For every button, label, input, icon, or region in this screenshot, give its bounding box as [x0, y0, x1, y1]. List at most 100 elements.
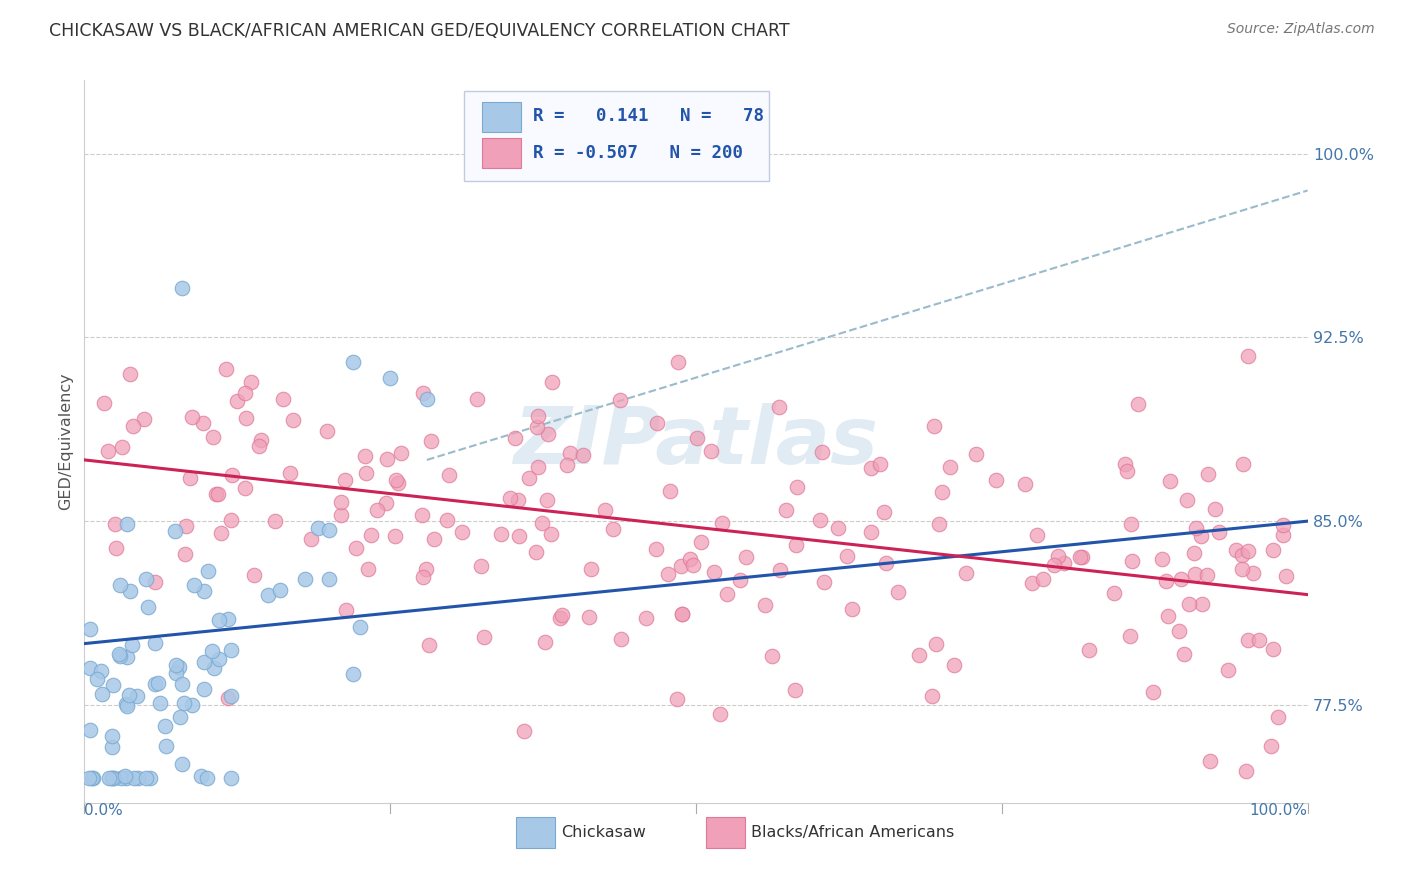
Point: [172, 281, 194, 295]
Point: [1142, 685, 1164, 699]
Point: [636, 611, 658, 625]
Point: [335, 603, 357, 617]
Point: [149, 696, 172, 710]
Point: [225, 393, 247, 408]
Point: [768, 400, 790, 414]
Point: [101, 678, 124, 692]
FancyBboxPatch shape: [706, 817, 745, 847]
Point: [193, 655, 215, 669]
Point: [127, 689, 149, 703]
Point: [690, 535, 713, 549]
Point: [551, 607, 574, 622]
Point: [531, 516, 554, 530]
Point: [716, 586, 738, 600]
Point: [193, 682, 215, 697]
Point: [250, 433, 273, 447]
Text: 0.0%: 0.0%: [84, 803, 124, 818]
Point: [860, 525, 883, 540]
Point: [219, 771, 242, 785]
Point: [353, 449, 375, 463]
Point: [101, 739, 124, 754]
Point: [412, 570, 434, 584]
Point: [1261, 542, 1284, 557]
Point: [318, 523, 340, 537]
Point: [578, 610, 600, 624]
Point: [387, 476, 409, 491]
Point: [908, 648, 931, 662]
Point: [703, 565, 725, 579]
Point: [204, 486, 226, 500]
Point: [139, 772, 162, 786]
Point: [97, 772, 120, 786]
Point: [1185, 521, 1208, 535]
Point: [316, 425, 339, 439]
Point: [167, 659, 190, 673]
Point: [110, 772, 132, 786]
Point: [609, 393, 631, 408]
Point: [841, 602, 863, 616]
Point: [709, 706, 731, 721]
Point: [247, 439, 270, 453]
Point: [318, 572, 340, 586]
FancyBboxPatch shape: [482, 102, 522, 132]
Point: [711, 516, 734, 530]
Point: [671, 559, 693, 574]
Point: [93, 396, 115, 410]
Point: [330, 508, 353, 522]
Point: [560, 446, 582, 460]
Point: [197, 564, 219, 578]
Point: [278, 466, 301, 480]
Point: [115, 697, 138, 711]
Point: [1237, 349, 1260, 363]
Point: [1247, 632, 1270, 647]
Point: [214, 362, 236, 376]
Point: [602, 522, 624, 536]
Point: [517, 471, 540, 485]
Text: Blacks/African Americans: Blacks/African Americans: [751, 825, 955, 840]
Point: [571, 448, 593, 462]
Point: [942, 658, 965, 673]
Point: [754, 599, 776, 613]
Point: [508, 492, 530, 507]
Point: [769, 563, 792, 577]
Point: [380, 370, 402, 384]
Point: [1116, 464, 1139, 478]
Point: [136, 599, 159, 614]
Point: [811, 445, 834, 459]
Point: [875, 556, 897, 570]
Point: [165, 666, 187, 681]
Point: [148, 676, 170, 690]
Point: [1102, 586, 1125, 600]
Point: [540, 527, 562, 541]
Point: [422, 532, 444, 546]
Point: [526, 420, 548, 434]
Point: [1071, 550, 1094, 565]
Point: [671, 607, 693, 621]
Point: [384, 529, 406, 543]
Point: [103, 772, 125, 786]
Point: [122, 772, 145, 786]
Point: [209, 526, 232, 541]
Point: [193, 584, 215, 599]
Point: [1216, 663, 1239, 677]
Point: [294, 573, 316, 587]
Point: [219, 643, 242, 657]
Point: [581, 562, 603, 576]
Text: R =   0.141   N =   78: R = 0.141 N = 78: [533, 107, 765, 125]
Text: R = -0.507   N = 200: R = -0.507 N = 200: [533, 145, 744, 162]
Point: [221, 467, 243, 482]
Point: [437, 467, 460, 482]
Point: [1267, 710, 1289, 724]
Point: [165, 658, 187, 673]
Point: [217, 690, 239, 705]
Point: [728, 574, 751, 588]
Point: [183, 578, 205, 592]
Point: [1121, 554, 1143, 568]
Point: [1047, 549, 1070, 564]
Point: [785, 538, 807, 552]
Point: [118, 584, 141, 599]
Point: [657, 566, 679, 581]
Point: [534, 634, 557, 648]
Point: [1260, 739, 1282, 754]
Point: [100, 772, 122, 786]
